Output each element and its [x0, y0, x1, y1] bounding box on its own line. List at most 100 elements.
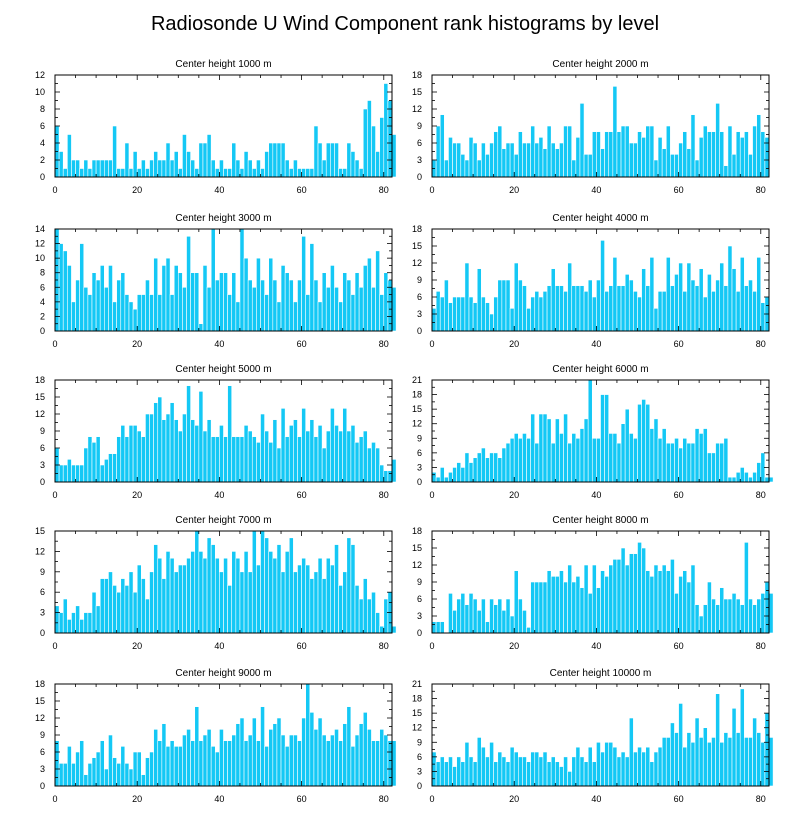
histogram-bar	[715, 279, 720, 332]
histogram-bar	[744, 471, 749, 483]
histogram-bar	[513, 570, 519, 634]
histogram-bar	[620, 125, 626, 178]
histogram-bar	[501, 610, 507, 634]
histogram-bar	[649, 576, 655, 634]
histogram-bar	[641, 137, 647, 178]
histogram-bar	[145, 598, 150, 634]
histogram-bar	[542, 581, 548, 634]
histogram-bar	[239, 168, 245, 178]
histogram-bar	[330, 408, 335, 483]
histogram-bar	[579, 103, 585, 178]
histogram-bar	[145, 757, 150, 787]
histogram-bar	[649, 257, 655, 332]
histogram-bar	[604, 394, 610, 483]
histogram-bar	[338, 301, 343, 332]
histogram-bar	[554, 576, 560, 634]
histogram-bar	[350, 151, 356, 178]
histogram-bar	[190, 159, 196, 178]
histogram-bar	[657, 137, 663, 178]
histogram-bar	[653, 418, 659, 483]
histogram-bar	[358, 723, 364, 787]
histogram-bar	[256, 257, 261, 332]
histogram-bar	[534, 291, 540, 332]
histogram-bar	[690, 279, 696, 332]
histogram-bar	[476, 737, 482, 787]
histogram-bar	[538, 581, 544, 634]
histogram-bar	[628, 279, 634, 332]
y-tick-label: 15	[412, 543, 422, 553]
histogram-bar	[293, 571, 298, 634]
y-tick-label: 3	[417, 462, 422, 472]
histogram-bar	[452, 296, 457, 332]
histogram-bar	[247, 734, 253, 787]
histogram-bar	[362, 265, 368, 332]
histogram-bar	[571, 159, 577, 178]
histogram-bar	[719, 131, 725, 178]
histogram-bar	[661, 291, 667, 332]
y-tick-label: 15	[412, 87, 422, 97]
histogram-bar	[550, 756, 556, 787]
histogram-bar	[334, 142, 339, 178]
histogram-bar	[567, 262, 573, 332]
histogram-bar	[227, 294, 233, 332]
y-tick-label: 12	[35, 70, 45, 80]
histogram-bar	[177, 746, 183, 787]
histogram-bar	[522, 756, 527, 787]
histogram-bar	[497, 598, 503, 634]
histogram-bar	[186, 385, 191, 483]
histogram-bar	[641, 751, 647, 787]
histogram-bar	[284, 436, 290, 483]
histogram-bar	[95, 159, 101, 178]
histogram-bar	[456, 756, 462, 787]
histogram-bar	[624, 756, 630, 787]
histogram-bar	[678, 142, 683, 178]
histogram-bar	[702, 125, 708, 178]
histogram-bar	[674, 437, 679, 483]
histogram-bar	[575, 137, 581, 178]
histogram-bar	[476, 268, 482, 332]
histogram-bar	[723, 437, 729, 483]
histogram-bar	[62, 763, 68, 787]
histogram-bar	[383, 470, 389, 483]
histogram-bar	[752, 471, 757, 483]
histogram-bar	[87, 612, 93, 634]
histogram-bar	[161, 265, 167, 332]
histogram-bar	[735, 131, 741, 178]
histogram-bar	[214, 557, 220, 634]
histogram-bar	[260, 279, 265, 332]
histogram-bar	[435, 476, 441, 483]
y-tick-label: 9	[417, 121, 422, 131]
histogram-bar	[698, 433, 704, 483]
histogram-bar	[371, 740, 376, 787]
x-tick-label: 20	[132, 641, 142, 651]
histogram-bar	[476, 452, 482, 483]
histogram-bar	[727, 737, 733, 787]
histogram-bar	[95, 605, 101, 634]
histogram-bar	[550, 576, 556, 634]
histogram-bar	[91, 442, 97, 483]
histogram-bar	[489, 741, 494, 787]
histogram-bar	[460, 761, 466, 787]
histogram-bar	[136, 564, 142, 634]
histogram-bar	[182, 134, 187, 178]
histogram-bar	[444, 279, 449, 332]
histogram-bar	[612, 257, 618, 332]
histogram-bar	[330, 142, 335, 178]
histogram-bar	[223, 436, 228, 483]
histogram-bar	[596, 131, 601, 178]
histogram-bar	[362, 430, 368, 483]
histogram-bar	[608, 564, 614, 634]
histogram-bar	[145, 413, 150, 483]
histogram-bar	[637, 542, 642, 634]
histogram-bar	[526, 437, 531, 483]
y-tick-label: 21	[412, 679, 422, 689]
histogram-bar	[731, 707, 737, 787]
histogram-bar	[472, 457, 478, 483]
histogram-bar	[624, 564, 630, 634]
histogram-bar	[546, 418, 552, 483]
histogram-bar	[108, 734, 113, 787]
y-tick-label: 18	[35, 679, 45, 689]
histogram-bar	[583, 564, 589, 634]
histogram-bar	[563, 756, 568, 787]
histogram-bar	[460, 467, 466, 483]
